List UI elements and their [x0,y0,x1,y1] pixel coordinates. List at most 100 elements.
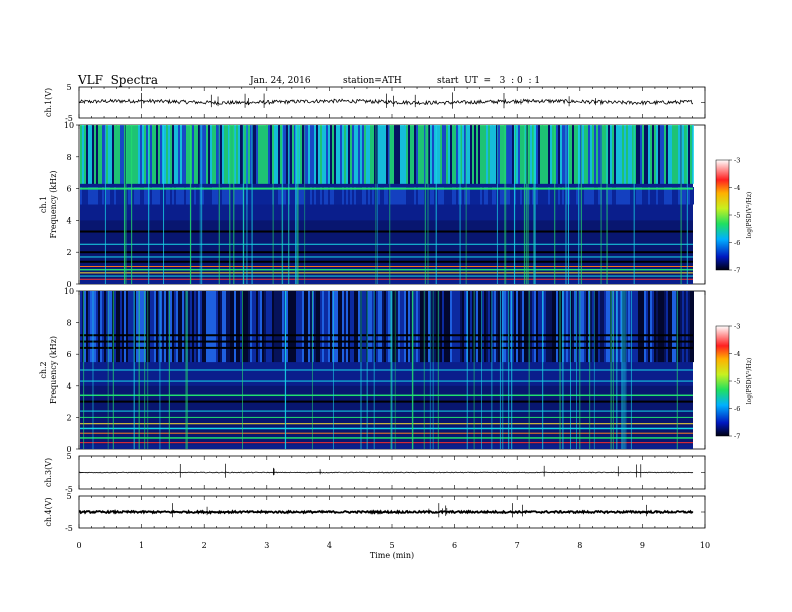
spec-col [374,125,376,184]
spec-col [356,187,358,205]
spec-col [300,291,302,363]
spec-sferic [366,291,368,449]
spec-carrier-line [80,266,693,268]
spec-sferic [296,125,298,284]
spectrogram-texture [80,291,694,449]
spec-col [460,291,462,363]
spec-col [604,125,606,184]
spec-col [468,291,470,363]
spec-col [480,187,482,205]
spec-sferic [606,125,608,284]
spec-col [326,187,328,205]
spec-col [660,291,662,363]
spec-col [216,291,218,363]
spec-col [212,291,214,363]
spec-col [466,125,468,184]
spec-col [172,125,174,184]
spec-col [274,291,276,363]
spec-col [316,187,318,205]
spec-col [618,125,620,184]
spec-sferic [83,291,85,449]
spec-col [120,291,122,363]
spec-col [264,187,266,205]
spec-sferic [623,291,625,449]
spec-col [410,125,412,184]
spec-col [558,125,560,184]
spec-col [456,291,458,363]
spec-col [564,187,566,205]
spec-col [196,125,198,184]
spec-col [142,291,144,363]
spec-col [88,291,90,363]
spec-sferic [304,125,306,284]
spec-col [360,125,362,184]
y-tick-label: 0 [66,445,71,454]
spec-col [436,125,438,184]
spec-col [626,125,628,184]
spec-col [322,125,324,184]
spec-col [214,187,216,205]
spec-sferic [107,291,109,449]
spec-col [610,187,612,205]
spec-col [470,187,472,205]
spec-col [180,291,182,363]
spec-sferic [297,125,299,284]
spec-col [666,125,668,184]
spec-col [512,291,514,363]
spec-col [308,291,310,363]
spec-col [454,291,456,363]
spec-col [426,125,428,184]
spec-col [110,291,112,363]
spec-carrier-line [80,394,693,397]
spec-col [206,291,208,363]
spec-sferic [429,291,431,449]
spec-col [494,291,496,363]
spec-col [688,125,690,184]
spec-sferic [630,291,632,449]
spec-col [174,125,176,184]
spec-col [404,187,406,205]
spec-col [200,125,202,184]
spec-sferic [123,125,125,284]
spec-col [86,187,88,205]
spec-col [488,125,490,184]
spec-col [428,187,430,205]
spec-col [504,291,506,363]
spec-col [492,125,494,184]
spec-col [82,187,84,205]
spec-sferic [496,125,498,284]
spec-col [336,125,338,184]
spec-col [198,187,200,205]
spec-col [366,125,368,184]
spec-col [480,125,482,184]
spec-col [332,125,334,184]
spec-col [628,125,630,184]
spec-sferic [199,125,201,284]
spec-col [194,291,196,363]
spec-col [434,125,436,184]
spec-col [510,187,512,205]
spec-col [300,187,302,205]
spec-col [154,125,156,184]
spec-col [488,187,490,205]
spec-col [122,125,124,184]
spec-col [108,187,110,205]
y-tick-label: 5 [66,83,71,92]
spec-col [628,187,630,205]
spec-col [192,125,194,184]
spec-col [620,291,622,363]
spec-col [176,187,178,205]
spec-col [426,187,428,205]
spec-col [662,187,664,205]
spec-col [236,187,238,205]
spec-col [446,125,448,184]
spec-col [110,187,112,205]
spec-col [616,187,618,205]
spec-col [628,291,630,363]
x-tick-label: 1 [139,541,144,550]
spec-col [430,187,432,205]
spec-col [324,291,326,363]
spec-col [584,187,586,205]
spec-col [632,125,634,184]
spec-col [394,187,396,205]
